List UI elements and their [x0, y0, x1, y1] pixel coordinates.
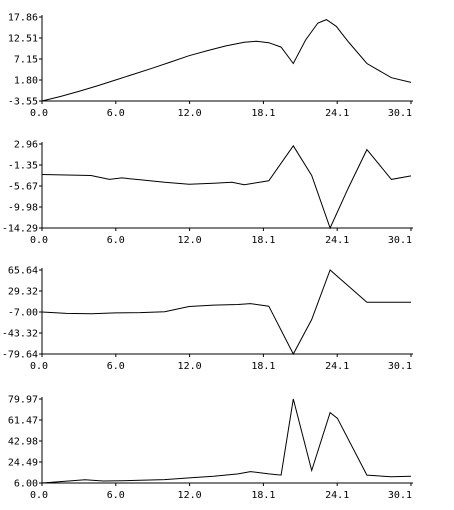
y-tick-label: 79.97	[8, 395, 38, 406]
x-tick-label: 18.1	[251, 361, 275, 372]
x-tick-label: 0.0	[30, 490, 48, 501]
x-tick-label: 12.0	[178, 490, 202, 501]
x-tick-label: 0.0	[30, 361, 48, 372]
y-tick-label: 42.98	[8, 437, 38, 448]
x-tick-label: 6.0	[107, 235, 125, 246]
x-tick-label: 24.1	[325, 490, 349, 501]
x-tick-label: 6.0	[107, 361, 125, 372]
y-tick-label: 1.80	[14, 76, 38, 87]
x-tick-label: 30.1	[388, 235, 412, 246]
x-tick-label: 12.0	[178, 235, 202, 246]
x-tick-label: 0.0	[30, 108, 48, 119]
x-tick-label: 6.0	[107, 108, 125, 119]
y-tick-label: 61.47	[8, 416, 38, 427]
x-tick-label: 18.1	[251, 490, 275, 501]
y-tick-label: -3.55	[8, 97, 38, 108]
chart-panel-3: 65.64 29.32 -7.00 -43.32 -79.640.0 6.0 12.0 18.…	[2, 266, 413, 372]
x-tick-label: 12.0	[178, 108, 202, 119]
chart-panel-1: 17.86 12.51 7.15 1.80 -3.550.0 6.0 12.0 18.1 24.…	[8, 13, 413, 119]
y-tick-label: 12.51	[8, 34, 38, 45]
y-tick-label: -79.64	[2, 350, 38, 361]
x-tick-label: 18.1	[251, 108, 275, 119]
series-line	[41, 398, 412, 484]
series-line	[41, 19, 412, 102]
y-tick-label: -9.98	[8, 203, 38, 214]
x-tick-label: 30.1	[388, 490, 412, 501]
x-tick-label: 24.1	[325, 361, 349, 372]
y-tick-label: -5.67	[8, 182, 38, 193]
chart-panel-2: 2.96 -1.35 -5.67 -9.98 -14.290.0 6.0 12.0 18.1 2…	[2, 140, 413, 246]
x-tick-label: 6.0	[107, 490, 125, 501]
y-tick-label: 29.32	[8, 287, 38, 298]
x-tick-label: 24.1	[325, 108, 349, 119]
y-tick-label: -43.32	[2, 329, 38, 340]
series-line	[41, 269, 411, 356]
x-tick-label: 18.1	[251, 235, 275, 246]
y-tick-label: 65.64	[8, 266, 38, 277]
x-tick-label: 12.0	[178, 361, 202, 372]
y-tick-label: -14.29	[2, 224, 38, 235]
y-tick-label: 7.15	[14, 55, 38, 66]
y-tick-label: 6.00	[14, 479, 38, 490]
y-tick-label: 2.96	[14, 140, 38, 151]
chart-panel-4: 79.97 61.47 42.98 24.49 6.000.0 6.0 12.0 18.1 24…	[8, 395, 413, 501]
x-tick-label: 0.0	[30, 235, 48, 246]
y-tick-label: 24.49	[8, 458, 38, 469]
y-tick-label: -1.35	[8, 161, 38, 172]
y-tick-label: 17.86	[8, 13, 38, 24]
x-tick-label: 30.1	[388, 108, 412, 119]
y-tick-label: -7.00	[8, 308, 38, 319]
x-tick-label: 30.1	[388, 361, 412, 372]
series-line	[41, 144, 412, 230]
x-tick-label: 24.1	[325, 235, 349, 246]
